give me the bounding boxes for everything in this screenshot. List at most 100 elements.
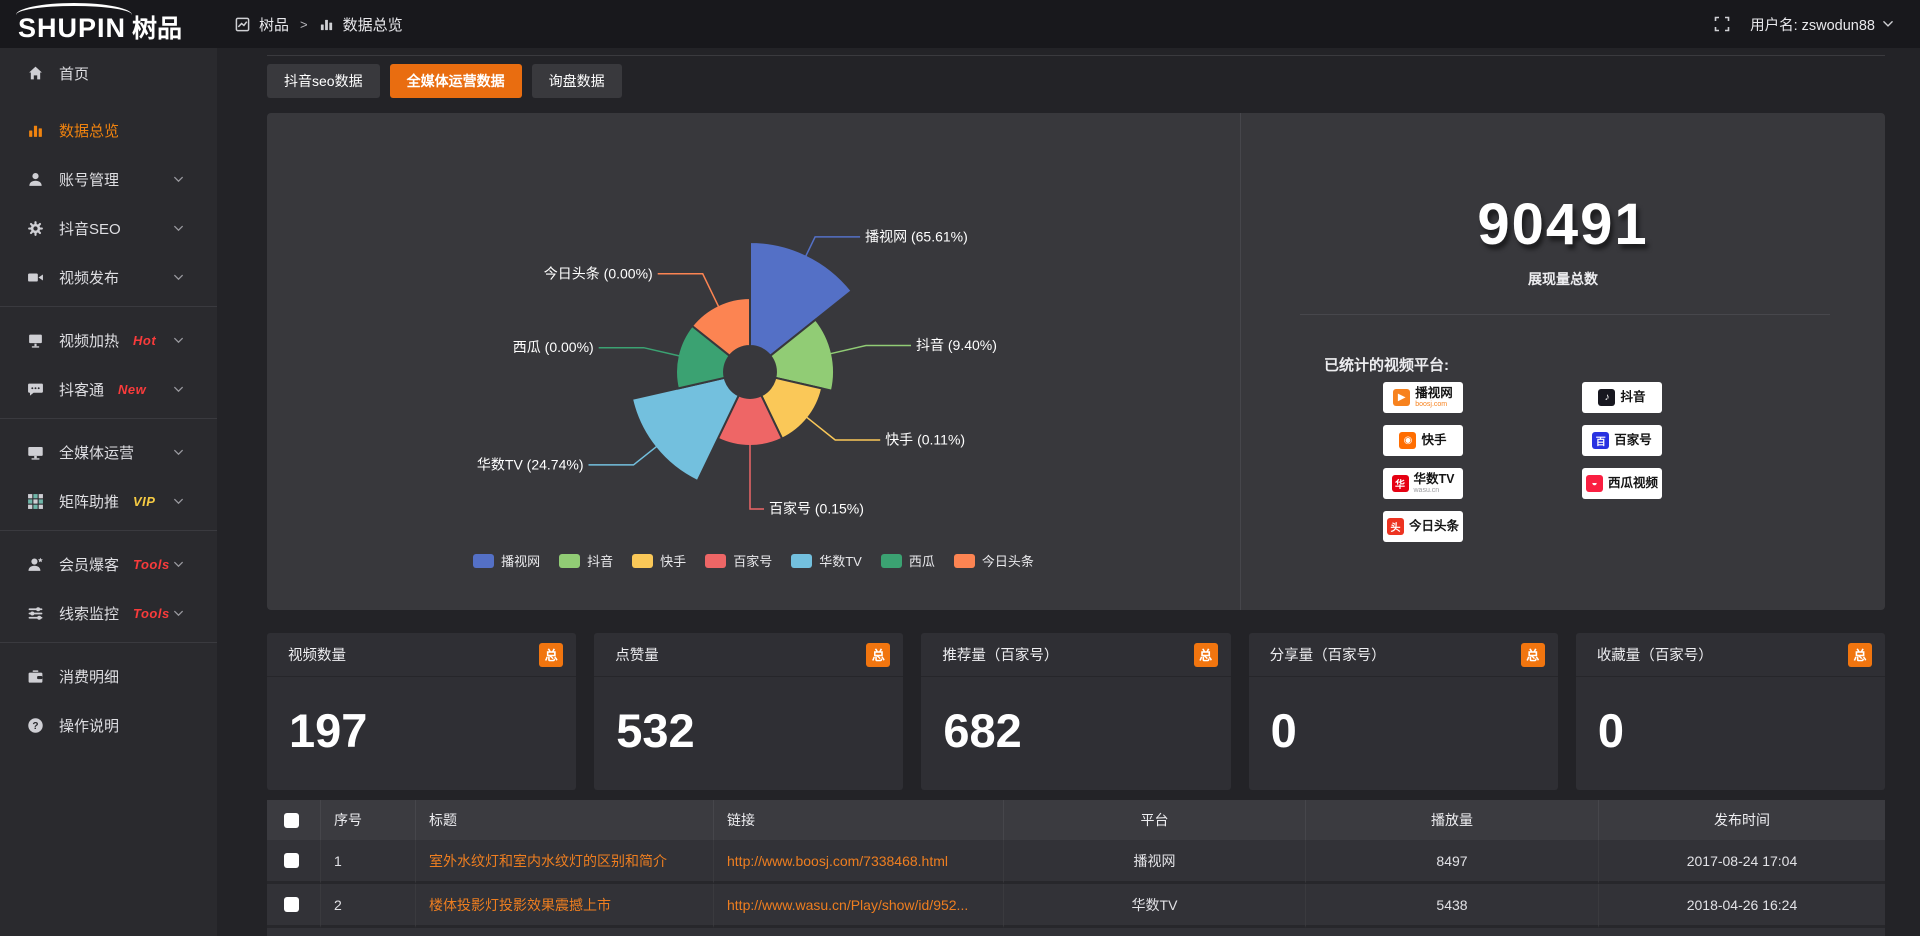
sidebar-divider [0,418,217,419]
sidebar-item-label: 抖客通 [59,381,105,399]
table-row: 1 室外水纹灯和室内水纹灯的区别和简介 http://www.boosj.com/7… [267,840,1885,884]
platforms-title: 已统计的视频平台: [1324,357,1449,374]
impressions-total-value: 90491 [1477,192,1649,257]
sidebar-item-video-heating[interactable]: 视频加热 Hot [0,320,217,360]
user-menu[interactable]: 用户名: zswodun88 [1750,14,1894,35]
platform-name: 抖音 [1620,390,1646,405]
breadcrumb-current[interactable]: 数据总览 [342,16,403,34]
sidebar-item-member-leads[interactable]: 会员爆客 Tools [0,544,217,584]
stat-card-header: 分享量（百家号） 总 [1248,633,1558,677]
sidebar: 首页数据总览账号管理抖音SEO 视频发布视频加热 Hot 抖客通 New 全媒体运营矩阵助… [0,48,217,936]
row-index: 1 [334,852,342,869]
pie-chart-section: 播视网 (65.61%) 抖音 (9.40%) 快手 (0.11%) 百家号 (0.1… [267,113,1240,610]
pie-label: 快手 (0.11%) [885,432,965,448]
fullscreen-icon[interactable] [1714,16,1730,32]
sidebar-item-omnimedia-operation[interactable]: 全媒体运营 [0,432,217,472]
row-title-link[interactable]: 楼体投影灯投影效果震撼上市 [429,896,611,913]
legend-item-今日头条[interactable]: 今日头条 [953,551,1034,570]
legend-item-抖音[interactable]: 抖音 [559,551,613,570]
sidebar-item-douyin-seo[interactable]: 抖音SEO [0,208,217,248]
sidebar-item-label: 全媒体运营 [59,444,135,462]
platform-sub: boosj.com [1415,400,1448,408]
sidebar-item-matrix-boost[interactable]: 矩阵助推 VIP [0,481,217,521]
chat-icon [26,381,44,398]
row-views: 8497 [1436,852,1468,869]
legend-item-快手[interactable]: 快手 [632,551,686,570]
sidebar-item-data-overview[interactable]: 数据总览 [0,110,217,150]
sidebar-item-tag: Tools [133,605,170,621]
data-tabs: 抖音seo数据 全媒体运营数据 询盘数据 [267,64,1885,98]
row-title-link[interactable]: 室外水纹灯和室内水纹灯的区别和简介 [429,852,667,869]
grid-icon [26,493,44,510]
svg-text:?: ? [32,721,38,732]
overview-panel: 播视网 (65.61%) 抖音 (9.40%) 快手 (0.11%) 百家号 (0.1… [267,113,1885,610]
sidebar-item-video-publish[interactable]: 视频发布 [0,257,217,297]
platform-name: 西瓜视频 [1608,476,1659,491]
legend-item-百家号[interactable]: 百家号 [705,551,772,570]
platform-badge-抖音: ♪ 抖音 [1582,382,1662,413]
sidebar-item-home[interactable]: 首页 [0,53,217,93]
chevron-down-icon [169,449,187,456]
sidebar-item-label: 数据总览 [59,122,120,140]
legend-label: 华数TV [819,554,862,569]
platform-badge-百家号: 百百家号 [1582,425,1662,456]
bar-chart-icon [319,17,334,32]
row-views-cell: 5438 [1306,884,1599,928]
stat-cards-row: 视频数量总 197 点赞量总 532 推荐量（百家号）总 682 分享量（百家号）总 0 收藏量… [267,633,1886,790]
row-checkbox[interactable] [284,897,299,912]
legend-item-播视网[interactable]: 播视网 [473,551,540,570]
pie-label-line [829,344,911,355]
platform-badge-华数TV: 华华数TV wasu.cn [1383,468,1463,499]
table-row-partial [267,928,1885,936]
sidebar-item-label: 矩阵助推 [59,493,120,511]
pie-slice-华数TV[interactable] [630,376,741,483]
platform-logo-icon: ◒ [1586,475,1603,492]
stat-card-2: 点赞量 总 532 [594,633,904,790]
sidebar-item-account-management[interactable]: 账号管理 [0,159,217,199]
breadcrumb-root[interactable]: 树品 [259,16,290,34]
top-bar: SHUPIN 树品 树品 > 数据总览 用户名: zswodun88 [0,0,1920,48]
chevron-down-icon [169,176,187,183]
pie-slice-今日头条[interactable] [690,296,751,358]
row-url-link[interactable]: http://www.wasu.cn/Play/show/id/952... [727,896,969,913]
chevron-down-icon [169,225,187,232]
legend-label: 西瓜 [908,554,935,569]
row-url-link[interactable]: http://www.boosj.com/7338468.html [727,852,949,869]
platform-logo-icon: ◉ [1399,432,1417,449]
question-icon: ? [26,717,44,734]
pie-slice-抖音[interactable] [768,318,835,392]
row-index-cell: 2 [321,884,416,928]
row-checkbox[interactable] [284,853,299,868]
chevron-down-icon [1882,20,1894,28]
sidebar-item-label: 首页 [59,65,90,83]
platform-badges: ▶ 播视网 boosj.com ◉ 快手华华数TV wasu.cn 头今日头条 ♪ 抖音百百家号… [1383,382,1885,542]
chevron-down-icon [169,610,187,617]
sidebar-item-instructions[interactable]: ? 操作说明 [0,705,217,745]
tab-inquiry-data[interactable]: 询盘数据 [531,64,622,98]
pie-label: 抖音 (9.40%) [916,337,997,353]
stat-card-value: 532 [616,704,695,757]
sidebar-item-douketong[interactable]: 抖客通 New [0,369,217,409]
row-publish-time-cell: 2017-08-24 17:04 [1599,840,1885,884]
legend-item-西瓜[interactable]: 西瓜 [880,551,935,570]
logo-text-en: SHUPIN [18,13,127,43]
legend-item-华数TV[interactable]: 华数TV [791,551,862,570]
video-camera-icon [26,269,44,286]
total-badge: 总 [1848,642,1873,667]
platform-name: 播视网 [1415,386,1453,401]
row-platform: 华数TV [1131,896,1178,913]
pie-label-line [805,416,881,441]
sidebar-item-clue-monitor[interactable]: 线索监控 Tools [0,593,217,633]
stat-card-header: 收藏量（百家号） 总 [1575,633,1886,677]
rose-pie-chart[interactable]: 播视网 (65.61%) 抖音 (9.40%) 快手 (0.11%) 百家号 (0.1… [267,113,1240,610]
pie-slice-播视网[interactable] [749,240,854,358]
select-all-checkbox[interactable] [284,812,299,828]
legend-swatch [953,553,975,568]
sidebar-item-consumption-detail[interactable]: 消费明细 [0,656,217,696]
platform-badge-快手: ◉ 快手 [1383,425,1463,456]
tab-omnimedia-data[interactable]: 全媒体运营数据 [389,64,522,98]
tab-douyin-seo-data[interactable]: 抖音seo数据 [267,64,380,98]
sidebar-divider [0,642,217,643]
chart-bar-icon [26,122,44,139]
